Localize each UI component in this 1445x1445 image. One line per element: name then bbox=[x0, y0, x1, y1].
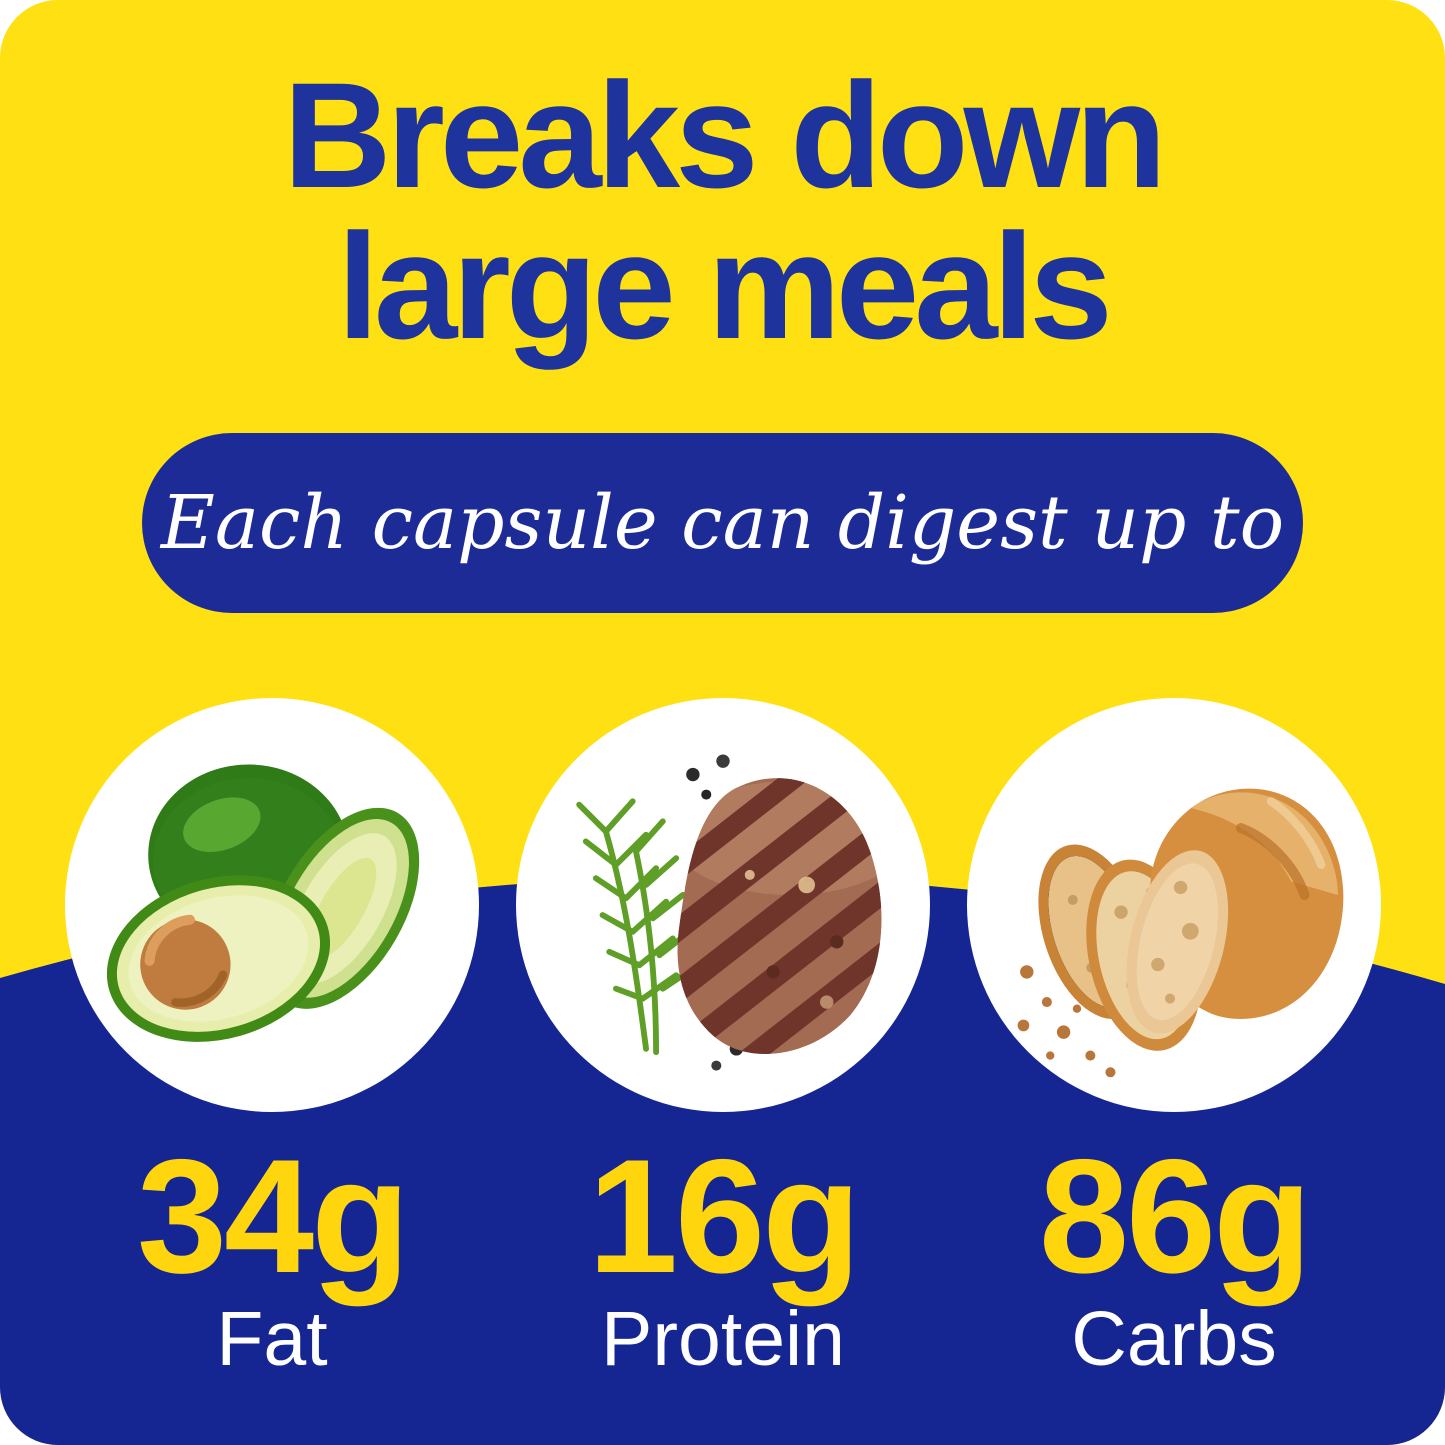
fat-stat: 34g Fat bbox=[65, 1126, 479, 1382]
fat-amount: 34g bbox=[136, 1126, 410, 1307]
carbs-stat: 86g Carbs bbox=[967, 1126, 1381, 1382]
protein-amount: 16g bbox=[587, 1126, 861, 1307]
avocado-photo bbox=[106, 764, 420, 1042]
capsule-banner-text: Each capsule can digest up to bbox=[160, 480, 1285, 566]
page-title-line1: Breaks down bbox=[283, 51, 1167, 219]
page-title-line2: large meals bbox=[337, 202, 1113, 370]
protein-food-circle bbox=[516, 698, 930, 1112]
fat-food-circle bbox=[65, 698, 479, 1112]
protein-stat: 16g Protein bbox=[516, 1126, 930, 1382]
carbs-food-circle bbox=[967, 698, 1381, 1112]
carbs-amount: 86g bbox=[1038, 1126, 1312, 1307]
fat-label: Fat bbox=[216, 1296, 328, 1382]
steak-photo bbox=[576, 754, 882, 1071]
protein-label: Protein bbox=[601, 1296, 845, 1382]
bread-photo bbox=[1017, 788, 1344, 1078]
carbs-label: Carbs bbox=[1071, 1296, 1277, 1382]
capsule-banner: Each capsule can digest up to bbox=[142, 433, 1303, 613]
page-title: Breaks down large meals bbox=[0, 60, 1445, 362]
